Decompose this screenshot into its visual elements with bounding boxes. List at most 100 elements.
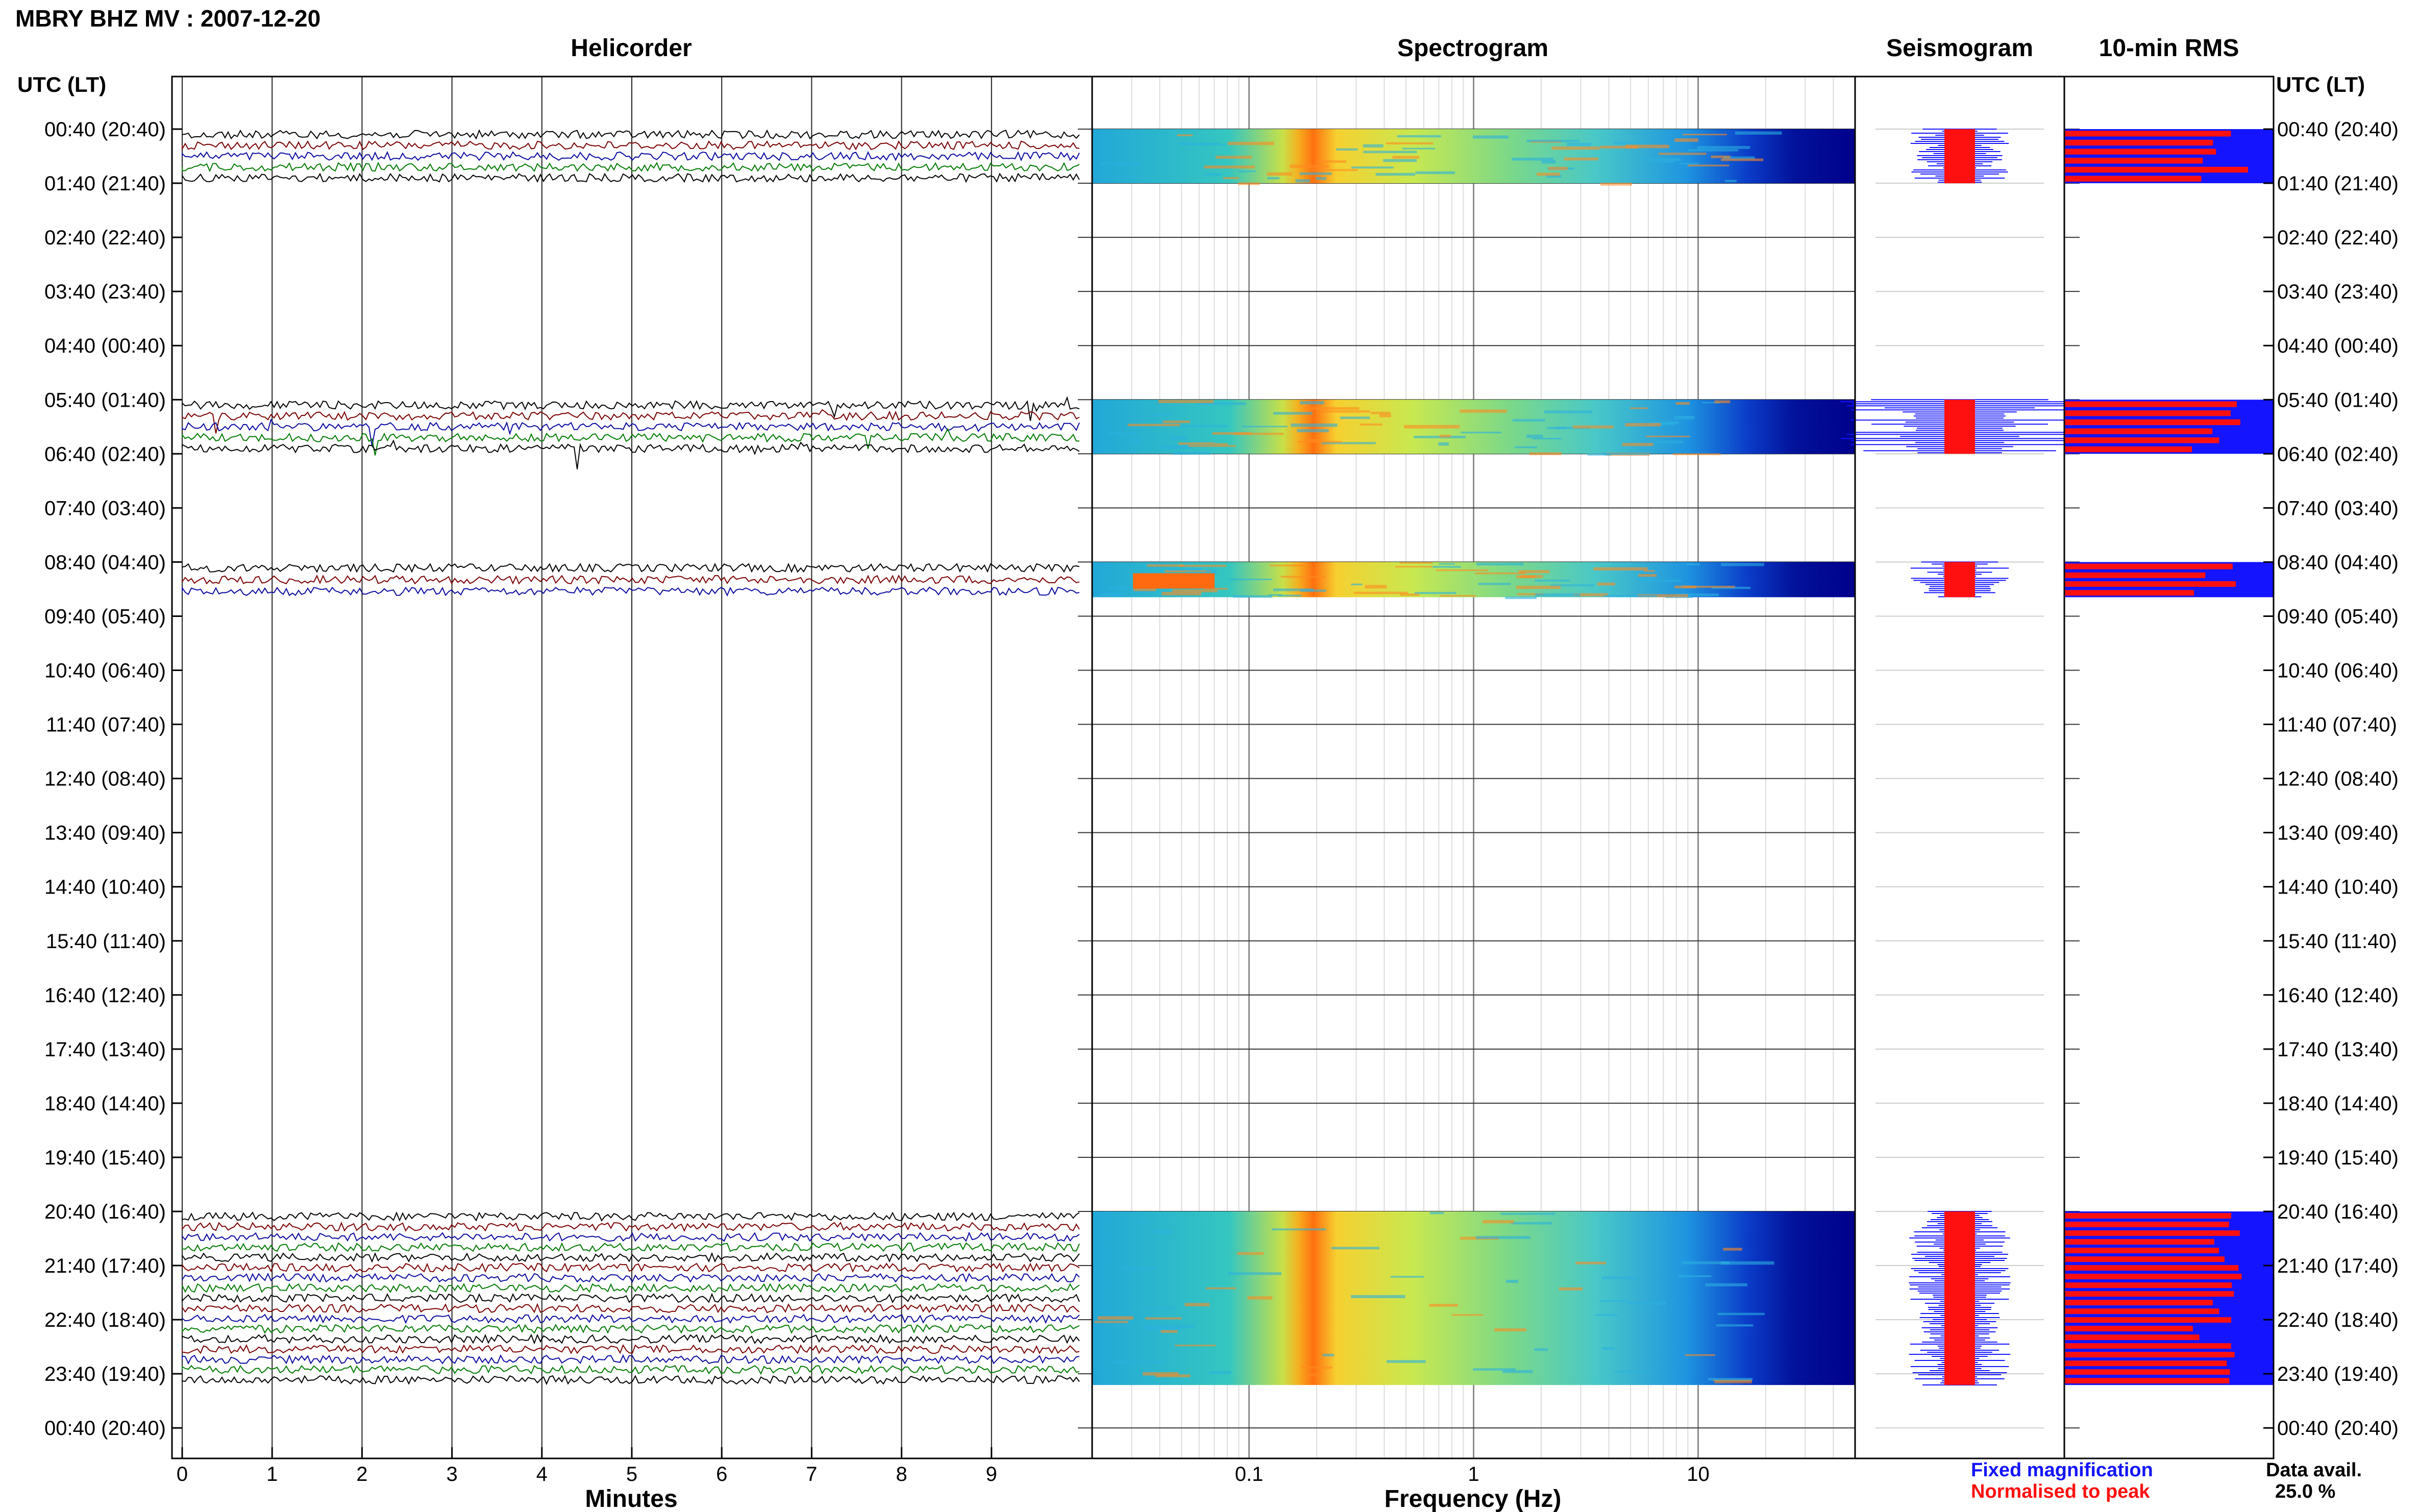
rms-normalised-bar [2064, 401, 2237, 407]
spectrogram-speckle [1516, 585, 1561, 589]
spectrogram-speckle [1322, 1353, 1335, 1357]
minutes-axis-label: Minutes [585, 1485, 677, 1512]
spectrogram-speckle [1158, 400, 1214, 403]
spectrogram-speckle [1673, 453, 1721, 455]
rms-normalised-bar [2064, 446, 2192, 453]
spectrogram-speckle [1533, 437, 1562, 440]
spectrogram-speckle [1622, 443, 1653, 447]
frequency-tick-label: 0.1 [1235, 1463, 1264, 1485]
rms-normalised-bar [2064, 572, 2206, 578]
spectrogram-speckle [1674, 138, 1698, 142]
helicorder-trace [182, 1283, 1080, 1293]
spectrogram-speckle [1178, 442, 1215, 445]
frequency-tick-label: 1 [1468, 1463, 1479, 1485]
seismogram-normalised-trace [1944, 129, 1975, 184]
spectrogram-speckle [1482, 1220, 1514, 1224]
spectrogram-speckle [1273, 588, 1314, 591]
spectrogram-speckle [1390, 1276, 1424, 1278]
spectrogram-speckle [1708, 1378, 1753, 1381]
spectrogram-speckle [1656, 440, 1684, 443]
spectrogram-speckle [1386, 1360, 1426, 1363]
spectrogram-speckle [1638, 580, 1682, 582]
spectrogram-speckle [1177, 134, 1193, 136]
rms-normalised-bar [2064, 1282, 2232, 1288]
spectrogram-speckle [1297, 429, 1329, 433]
spectrogram-speckle [1162, 591, 1201, 596]
spectrogram-speckle [1101, 162, 1141, 165]
spectrogram-speckle [1215, 443, 1228, 445]
spectrogram-speckle [1165, 570, 1212, 573]
left-row-label: 15:40 (11:40) [46, 930, 166, 953]
right-row-label: 17:40 (13:40) [2277, 1038, 2399, 1061]
spectrogram-speckle [1714, 400, 1731, 404]
spectrogram-speckle [1512, 158, 1553, 161]
rms-normalised-bar [2064, 437, 2219, 443]
helicorder-trace [182, 409, 1080, 434]
left-row-label: 13:40 (09:40) [44, 822, 166, 845]
spectrogram-speckle [1238, 182, 1260, 185]
spectrogram-speckle [1682, 134, 1727, 136]
spectrogram-speckle [1685, 1354, 1715, 1356]
rms-normalised-bar [2064, 1222, 2229, 1227]
spectrogram-speckle [1624, 422, 1680, 424]
rms-title: 10-min RMS [2099, 35, 2239, 62]
spectrogram-speckle [1500, 1212, 1556, 1215]
spectrogram-speckle [1163, 420, 1191, 423]
spectrogram-speckle [1473, 1368, 1516, 1371]
helicorder-title: Helicorder [571, 35, 692, 62]
spectrogram-speckle [1340, 416, 1370, 419]
left-row-label: 20:40 (16:40) [44, 1201, 166, 1223]
spectrogram-panel [1092, 129, 1855, 1385]
rms-normalised-bar [2064, 1360, 2227, 1367]
spectrogram-speckle [1318, 410, 1370, 413]
spectrogram-speckle [1114, 1361, 1167, 1364]
spectrogram-speckle [1179, 564, 1226, 567]
spectrogram-speckle [1205, 569, 1218, 572]
spectrogram-speckle [1184, 1303, 1210, 1306]
rms-panel [2064, 129, 2274, 1385]
rms-normalised-bar [2064, 139, 2213, 146]
spectrogram-speckle [1717, 1312, 1765, 1316]
spectrogram-speckle [1544, 410, 1592, 413]
spectrogram-speckle [1395, 566, 1433, 568]
left-row-label: 02:40 (22:40) [44, 227, 166, 249]
spectrogram-speckle [1506, 1280, 1519, 1283]
spectrogram-speckle [1661, 422, 1674, 426]
spectrogram-speckle [1399, 562, 1433, 564]
spectrogram-speckle [1268, 594, 1282, 596]
minute-tick-label: 3 [446, 1463, 457, 1485]
spectrogram-speckle [1223, 177, 1239, 179]
spectrogram-speckle [1402, 147, 1436, 150]
minute-tick-label: 8 [896, 1463, 907, 1485]
spectrogram-speckle [1475, 1236, 1531, 1240]
right-row-label: 21:40 (17:40) [2277, 1255, 2399, 1277]
spectrogram-speckle [1534, 1348, 1548, 1351]
rms-normalised-bar [2064, 563, 2233, 569]
helicorder-trace [182, 1272, 1080, 1283]
spectrogram-speckle [1100, 593, 1125, 596]
helicorder-trace [182, 586, 1080, 597]
spectrogram-speckle [1721, 563, 1764, 566]
spectrogram-speckle [1674, 593, 1719, 597]
spectrogram-speckle [1429, 1304, 1458, 1307]
spectrogram-speckle [1573, 593, 1609, 597]
helicorder-trace [182, 172, 1080, 183]
spectrogram-speckle [1575, 1261, 1606, 1265]
right-row-label: 23:40 (19:40) [2277, 1363, 2399, 1385]
minute-tick-label: 9 [986, 1463, 997, 1485]
spectrogram-speckle [1146, 1327, 1181, 1331]
right-row-label: 07:40 (03:40) [2277, 497, 2399, 519]
spectrogram-speckle [1363, 151, 1417, 154]
spectrogram-speckle [1180, 143, 1226, 145]
helicorder-trace [182, 1221, 1080, 1232]
right-row-label: 09:40 (05:40) [2277, 605, 2399, 628]
helicorder-trace [182, 1252, 1080, 1263]
left-row-label: 06:40 (02:40) [44, 443, 166, 465]
left-row-label: 04:40 (00:40) [44, 335, 166, 357]
spectrogram-speckle [1151, 413, 1171, 416]
spectrogram-speckle [1593, 567, 1648, 571]
rms-normalised-bar [2064, 1352, 2235, 1358]
rms-normalised-bar [2064, 1265, 2239, 1271]
spectrogram-speckle [1271, 1228, 1326, 1231]
spectrogram-speckle [1512, 419, 1545, 422]
